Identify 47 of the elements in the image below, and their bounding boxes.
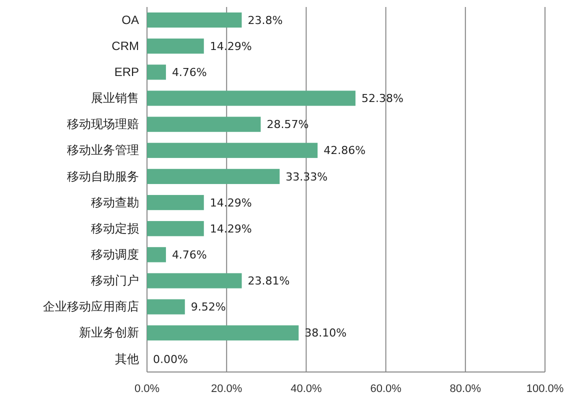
y-tick-label: CRM (112, 38, 140, 53)
y-tick-label: 新业务创新 (79, 326, 139, 340)
y-tick-label: ERP (114, 65, 139, 80)
y-tick-label: 企业移动应用商店 (43, 300, 139, 314)
data-label: 0.00% (153, 352, 188, 366)
bar (147, 247, 166, 262)
bar (147, 168, 280, 184)
data-label: 4.76% (172, 66, 207, 80)
x-tick-label: 20.0% (211, 382, 242, 395)
bar (147, 38, 204, 54)
x-tick-label: 60.0% (370, 382, 402, 395)
bar (147, 64, 166, 80)
bar (147, 194, 204, 210)
data-label: 23.81% (248, 274, 290, 288)
y-tick-label: 移动查勘 (91, 195, 139, 210)
y-tick-label: 移动业务管理 (67, 143, 139, 158)
bar (147, 299, 185, 314)
y-tick-label: 移动自助服务 (67, 169, 139, 184)
data-label: 38.10% (304, 326, 347, 340)
y-tick-label: OA (122, 12, 139, 27)
y-tick-label: 移动定损 (91, 221, 139, 236)
bar (147, 273, 242, 288)
data-label: 14.29% (210, 196, 252, 210)
y-tick-label: 移动调度 (91, 248, 139, 262)
data-label: 4.76% (172, 248, 207, 262)
bar (147, 12, 242, 28)
y-tick-label: 移动门户 (91, 274, 139, 288)
data-label: 9.52% (190, 300, 226, 314)
data-label: 52.38% (361, 92, 404, 106)
x-tick-label: 80.0% (450, 382, 482, 395)
bar (147, 325, 299, 340)
bar (147, 142, 318, 158)
data-label: 14.29% (210, 40, 252, 53)
data-label: 42.86% (324, 144, 366, 158)
x-tick-label: 0.0% (134, 382, 160, 395)
data-label: 28.57% (266, 118, 309, 132)
y-tick-label: 其他 (115, 352, 139, 366)
x-tick-label: 100.0% (526, 382, 564, 395)
x-tick-label: 40.0% (290, 382, 322, 395)
bar (147, 116, 261, 132)
bar (147, 90, 356, 106)
y-tick-label: 移动现场理赔 (67, 117, 139, 132)
data-label: 14.29% (210, 222, 252, 236)
data-label: 33.33% (286, 170, 328, 184)
y-tick-label: 展业销售 (91, 91, 139, 106)
bar (147, 221, 204, 236)
data-label: 23.8% (248, 14, 283, 27)
